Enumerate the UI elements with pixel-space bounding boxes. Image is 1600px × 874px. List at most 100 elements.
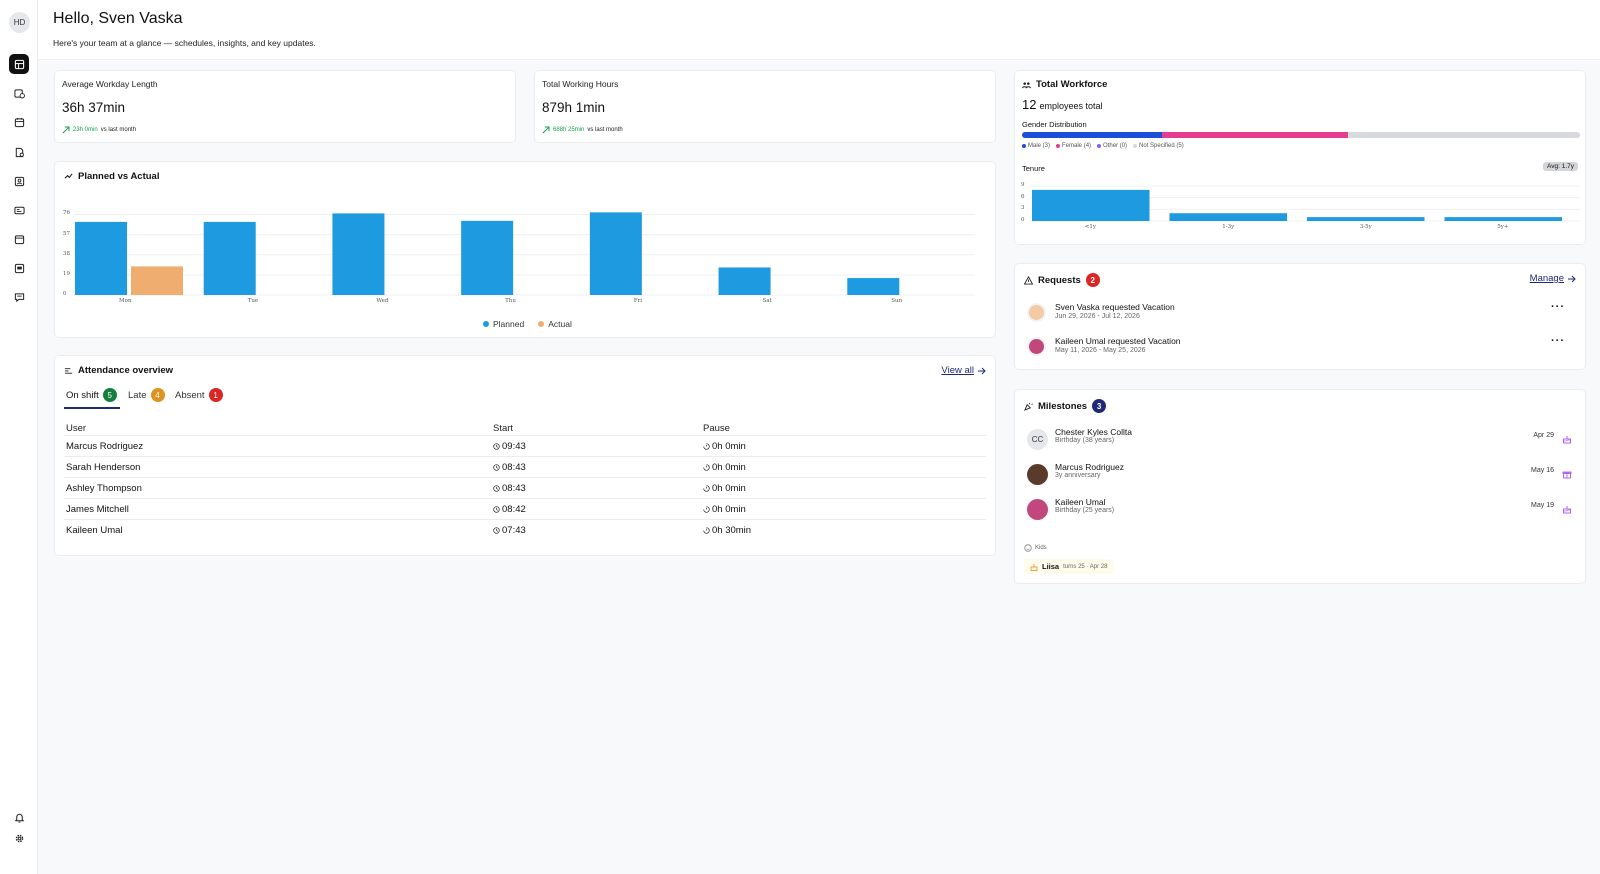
tenure-bar[interactable] [1444,217,1563,221]
stat-value: 879h 1min [542,100,606,115]
milestone-detail: Birthday (25 years) [1055,507,1115,514]
tab-count-badge: 1 [208,388,223,402]
requests-card: Requests 2 Manage Sven Vaska requested V… [1014,263,1586,370]
trend-icon [64,173,73,179]
cell-start: 08:43 [493,483,526,494]
timer-icon [703,527,710,534]
active-tab-indicator [64,407,120,409]
manage-link[interactable]: Manage [1530,273,1576,284]
table-row[interactable]: Sarah Henderson 08:43 0h 0min [64,456,986,477]
legend-dot [483,321,489,327]
legend-actual: Actual [548,319,572,329]
request-item[interactable]: Kaileen Umal requested Vacation May 11, 2… [1024,335,1576,366]
user-avatar[interactable]: HD [9,12,30,33]
document-icon[interactable] [9,142,29,162]
bar-planned-sun[interactable] [847,278,900,295]
milestone-detail: Birthday (38 years) [1055,437,1115,444]
avatar [1027,464,1048,485]
tab-on-shift[interactable]: On shift 5 [66,388,117,402]
avatar: CC [1027,429,1048,450]
calendar-check-icon[interactable] [9,229,29,249]
bar-planned-sat[interactable] [718,267,771,295]
inbox-icon[interactable] [9,258,29,278]
tenure-avg-badge: Avg: 1.7y [1543,162,1578,171]
tab-count-badge: 4 [150,388,165,402]
y-tick-label: 6 [1021,193,1025,200]
tab-absent[interactable]: Absent 1 [175,388,223,402]
view-all-link[interactable]: View all [941,365,986,376]
tenure-bar[interactable] [1032,189,1150,221]
bar-actual-mon[interactable] [131,266,183,295]
tenure-bar[interactable] [1307,217,1425,221]
table-row[interactable]: Marcus Rodriguez 09:43 0h 0min [64,435,986,456]
y-tick-label: 19 [63,270,70,277]
more-icon[interactable]: ··· [1551,335,1565,347]
table-row[interactable]: Kaileen Umal 07:43 0h 30min [64,519,986,540]
clock-icon [493,443,500,450]
milestone-detail: 3y anniversary [1055,472,1101,479]
bar-planned-mon[interactable] [75,221,127,295]
column-header-start: Start [493,423,514,434]
cell-user: Marcus Rodriguez [66,441,144,452]
cake-icon [1030,563,1038,571]
gender-legend-item: Other (0) [1097,143,1127,149]
bar-planned-thu[interactable] [461,220,514,295]
card-title: Requests 2 [1024,273,1100,287]
timer-icon [703,485,710,492]
milestone-item[interactable]: Kaileen Umal Birthday (25 years) May 19 [1024,496,1576,526]
gender-segment [1347,132,1580,138]
x-tick-label: <1y [1084,224,1096,230]
x-tick-label: Mon [119,298,132,304]
bar-planned-wed[interactable] [332,213,385,295]
sidebar: HD [0,0,38,874]
id-card-icon[interactable] [9,200,29,220]
y-tick-label: 9 [1021,182,1025,188]
page-subtitle: Here's your team at a glance — schedules… [53,38,316,48]
bell-icon[interactable] [9,807,29,827]
x-tick-label: Wed [376,298,389,304]
milestone-item[interactable]: Marcus Rodriguez 3y anniversary May 16 [1024,461,1576,491]
cell-pause: 0h 0min [703,483,746,494]
milestone-icon [1562,501,1572,519]
clock-icon[interactable] [9,83,29,103]
more-icon[interactable]: ··· [1551,301,1565,313]
tab-late[interactable]: Late 4 [128,388,165,402]
tenure-bar[interactable] [1169,213,1288,221]
clock-icon [493,485,500,492]
trend-value: 23h 0min [73,127,98,133]
request-item[interactable]: Sven Vaska requested Vacation Jun 29, 202… [1024,301,1576,332]
chat-icon[interactable] [9,287,29,307]
avatar [1027,337,1046,356]
calendar-icon[interactable] [9,112,29,132]
timer-icon [703,506,710,513]
cake-icon [1563,506,1571,514]
milestone-icon [1562,466,1572,484]
people-icon[interactable] [9,171,29,191]
clock-icon [493,527,500,534]
gender-distribution-bar [1022,132,1580,138]
y-tick-label: 0 [1021,217,1025,223]
request-title: Sven Vaska requested Vacation [1055,302,1175,312]
gender-segment [1022,132,1162,138]
x-tick-label: 1-3y [1222,224,1235,230]
tenure-chart [1030,185,1580,222]
milestone-item[interactable]: CC Chester Kyles Collta Birthday (38 years… [1024,426,1576,456]
dashboard-icon[interactable] [9,54,29,74]
timer-icon [703,443,710,450]
cell-start: 08:42 [493,504,526,515]
milestone-date: Apr 29 [1533,432,1554,439]
x-tick-label: Tue [247,298,259,304]
gear-icon[interactable] [9,828,29,848]
table-row[interactable]: Ashley Thompson 08:43 0h 0min [64,477,986,498]
arrow-right-icon [978,367,986,374]
cell-pause: 0h 0min [703,462,746,473]
cell-user: Ashley Thompson [66,483,142,494]
request-dates: Jun 29, 2026 - Jul 12, 2026 [1055,313,1140,320]
bar-planned-fri[interactable] [589,212,642,295]
table-row[interactable]: James Mitchell 08:42 0h 0min [64,498,986,519]
bar-planned-tue[interactable] [203,221,256,295]
trend-up-icon [542,126,550,134]
stat-value: 36h 37min [62,100,126,115]
kids-label: Kids [1035,545,1047,551]
stat-label: Average Workday Length [62,79,158,89]
